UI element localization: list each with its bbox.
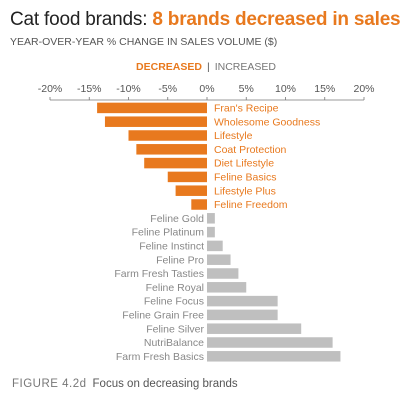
x-tick-label: -5%: [158, 83, 177, 95]
bar-increased: [207, 351, 340, 362]
bar-increased: [207, 310, 278, 321]
category-label-increased: NutriBalance: [144, 337, 204, 349]
bar-increased: [207, 268, 238, 279]
category-label-increased: Farm Fresh Tasties: [114, 268, 204, 280]
category-label-decreased: Lifestyle Plus: [214, 185, 276, 197]
figure-number: FIGURE 4.2d: [12, 378, 87, 390]
figure-caption: FIGURE 4.2d Focus on decreasing brands: [12, 378, 238, 390]
category-label-increased: Feline Silver: [146, 323, 204, 335]
x-tick-label: 5%: [239, 83, 254, 95]
category-label-increased: Feline Platinum: [132, 227, 205, 239]
bar-increased: [207, 213, 215, 224]
category-label-increased: Farm Fresh Basics: [116, 351, 204, 363]
bar-increased: [207, 337, 333, 348]
x-tick-label: -20%: [38, 83, 63, 95]
bar-decreased: [176, 185, 207, 196]
x-tick-label: 20%: [353, 83, 374, 95]
category-label-increased: Feline Royal: [146, 282, 204, 294]
category-label-decreased: Coat Protection: [214, 144, 287, 156]
x-tick-label: 0%: [199, 83, 214, 95]
category-label-decreased: Feline Basics: [214, 172, 276, 184]
x-tick-label: -15%: [77, 83, 102, 95]
category-label-increased: Feline Gold: [150, 213, 204, 225]
x-tick-label: 10%: [275, 83, 296, 95]
category-label-decreased: Diet Lifestyle: [214, 158, 274, 170]
x-tick-label: 15%: [314, 83, 335, 95]
bar-decreased: [129, 130, 208, 141]
bar-increased: [207, 254, 231, 265]
bar-decreased: [136, 144, 207, 155]
bar-decreased: [105, 116, 207, 127]
bar-decreased: [168, 172, 207, 183]
bar-increased: [207, 241, 223, 252]
bar-increased: [207, 282, 246, 293]
bar-chart: -20% -15% -10% -5% 0% 5% 10% 15% 20% Fran's Recip…: [0, 0, 412, 370]
figure-caption-text: Focus on decreasing brands: [93, 378, 238, 390]
x-tick-label: -10%: [116, 83, 141, 95]
category-label-decreased: Feline Freedom: [214, 199, 288, 211]
category-label-increased: Feline Grain Free: [122, 310, 204, 322]
category-label-increased: Feline Focus: [144, 296, 204, 308]
bar-decreased: [191, 199, 207, 210]
category-label-decreased: Lifestyle: [214, 130, 253, 142]
category-label-decreased: Fran's Recipe: [214, 103, 279, 115]
category-label-decreased: Wholesome Goodness: [214, 116, 320, 128]
bar-decreased: [97, 103, 207, 114]
bar-increased: [207, 323, 301, 334]
category-label-increased: Feline Instinct: [139, 241, 204, 253]
bar-decreased: [144, 158, 207, 169]
category-label-increased: Feline Pro: [156, 254, 204, 266]
bar-increased: [207, 227, 215, 238]
bar-increased: [207, 296, 278, 307]
